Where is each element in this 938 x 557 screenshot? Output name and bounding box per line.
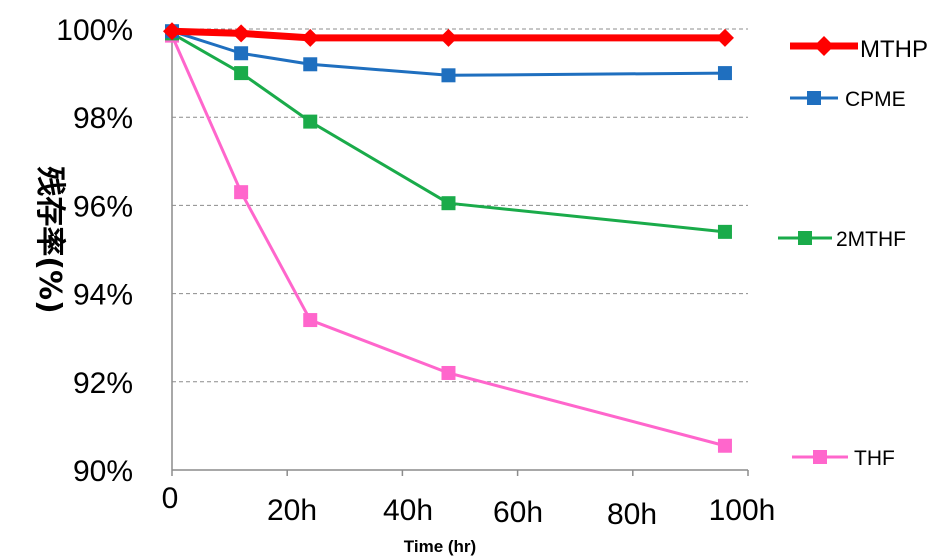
legend-marker xyxy=(814,36,834,56)
y-tick-label: 100% xyxy=(56,14,133,47)
legend-label: 2MTHF xyxy=(836,228,906,251)
x-axis-label: Time (hr) xyxy=(404,537,476,556)
data-point-CPME xyxy=(234,46,249,61)
data-point-MTHP xyxy=(301,28,320,47)
data-point-THF xyxy=(234,185,249,200)
x-tick-label: 0 xyxy=(162,482,179,515)
data-point-THF xyxy=(441,365,456,380)
y-tick-label: 98% xyxy=(73,102,133,135)
data-point-2MTHF xyxy=(234,66,249,81)
x-tick-labels: 0 20h 40h 60h 80h 100h xyxy=(162,482,776,531)
y-tick-label: 94% xyxy=(73,279,133,312)
y-tick-label: 92% xyxy=(73,367,133,400)
data-point-CPME xyxy=(441,68,456,83)
data-point-THF xyxy=(303,313,318,328)
legend-item-MTHP: MTHP xyxy=(790,36,928,63)
data-point-MTHP xyxy=(439,28,458,47)
legend: MTHP CPME 2MTHF THF xyxy=(778,36,928,470)
series-group xyxy=(163,22,734,453)
x-tick-label: 80h xyxy=(607,498,657,531)
y-tick-label: 96% xyxy=(73,190,133,223)
legend-label: CPME xyxy=(845,88,906,111)
x-tick-label: 60h xyxy=(493,496,543,529)
data-point-2MTHF xyxy=(441,196,456,211)
data-point-2MTHF xyxy=(717,224,732,239)
x-tick-label: 40h xyxy=(383,494,433,527)
data-point-THF xyxy=(717,438,732,453)
series-line-THF xyxy=(170,35,726,448)
y-tick-labels: 90% 92% 94% 96% 98% 100% xyxy=(56,14,133,488)
data-point-CPME xyxy=(303,57,318,72)
y-axis-label: 残存率(%) xyxy=(32,166,67,313)
data-point-2MTHF xyxy=(303,114,318,129)
legend-label: MTHP xyxy=(860,36,928,63)
data-point-MTHP xyxy=(163,22,181,41)
series-THF xyxy=(165,28,732,453)
legend-item-CPME: CPME xyxy=(790,88,906,111)
axes xyxy=(171,25,749,476)
legend-marker xyxy=(813,450,827,464)
data-point-MTHP xyxy=(715,28,734,47)
data-point-CPME xyxy=(717,66,732,81)
data-point-MTHP xyxy=(232,24,251,43)
x-tick-label: 100h xyxy=(709,494,776,527)
legend-item-2MTHF: 2MTHF xyxy=(778,228,906,251)
series-MTHP xyxy=(163,22,734,47)
x-tick-label: 20h xyxy=(267,494,317,527)
y-tick-label: 90% xyxy=(73,455,133,488)
legend-marker xyxy=(798,231,812,245)
legend-marker xyxy=(807,91,821,105)
legend-label: THF xyxy=(854,447,895,470)
legend-item-THF: THF xyxy=(792,447,895,470)
series-CPME xyxy=(165,24,732,83)
